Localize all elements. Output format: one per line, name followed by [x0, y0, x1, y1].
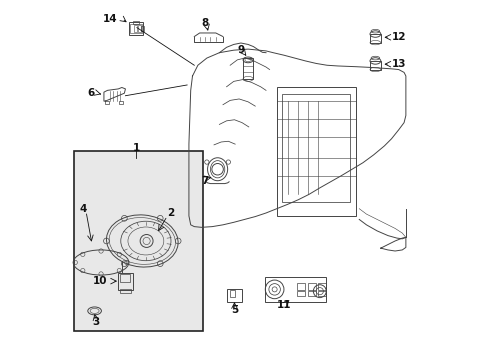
Bar [296, 291, 304, 296]
Text: 2: 2 [167, 208, 174, 218]
Bar [296, 283, 304, 290]
Text: 9: 9 [237, 45, 244, 55]
Text: 14: 14 [102, 14, 117, 24]
Text: 12: 12 [391, 32, 405, 42]
Bar [133, 26, 136, 32]
Bar [318, 283, 325, 290]
Bar [226, 289, 242, 302]
Bar [318, 291, 325, 296]
Bar [282, 94, 349, 202]
Bar [118, 273, 132, 290]
Text: 4: 4 [79, 204, 87, 214]
Text: 6: 6 [87, 88, 94, 98]
Bar [307, 283, 315, 290]
Bar [369, 61, 380, 69]
Bar [141, 26, 143, 31]
Text: 13: 13 [391, 59, 405, 69]
Bar [120, 289, 131, 293]
Text: 3: 3 [92, 317, 99, 327]
Text: 11: 11 [276, 300, 290, 310]
Bar [243, 58, 253, 79]
Bar [105, 102, 109, 104]
Bar [133, 21, 139, 24]
Bar [369, 34, 380, 42]
Text: 10: 10 [93, 276, 107, 286]
Text: 8: 8 [201, 18, 208, 28]
Bar [130, 24, 142, 33]
Bar [276, 87, 355, 216]
Bar [307, 291, 315, 296]
Bar [120, 274, 130, 282]
Bar [129, 22, 143, 36]
Bar [74, 151, 203, 330]
Text: 5: 5 [230, 305, 238, 315]
Bar [119, 102, 122, 104]
Text: 1: 1 [132, 143, 140, 153]
Text: 7: 7 [201, 176, 208, 186]
Bar [138, 26, 141, 32]
Bar [230, 291, 235, 297]
Bar [264, 277, 325, 302]
